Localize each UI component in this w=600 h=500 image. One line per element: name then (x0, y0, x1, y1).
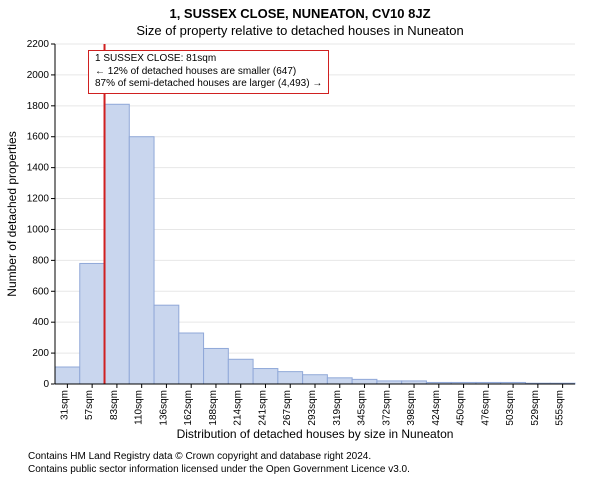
histogram-bar (278, 372, 303, 384)
svg-text:188sqm: 188sqm (208, 390, 219, 426)
histogram-chart: 0 200 400 600 800 1000 1200 1400 1600 1800 2000 220… (0, 38, 600, 448)
page-title: 1, SUSSEX CLOSE, NUNEATON, CV10 8JZ (0, 6, 600, 21)
histogram-bar (179, 333, 204, 384)
svg-text:503sqm: 503sqm (505, 390, 516, 426)
svg-text:398sqm: 398sqm (406, 390, 417, 426)
page-subtitle: Size of property relative to detached ho… (0, 23, 600, 38)
svg-text:600: 600 (32, 286, 49, 297)
svg-text:214sqm: 214sqm (233, 390, 244, 426)
histogram-bar (80, 263, 105, 384)
svg-text:450sqm: 450sqm (456, 390, 467, 426)
annotation-line-2: ← 12% of detached houses are smaller (64… (95, 66, 322, 79)
svg-text:476sqm: 476sqm (480, 390, 491, 426)
histogram-bar (253, 369, 278, 384)
svg-text:57sqm: 57sqm (84, 390, 95, 420)
svg-text:83sqm: 83sqm (109, 390, 120, 420)
svg-text:2200: 2200 (27, 39, 50, 50)
histogram-bar (154, 305, 179, 384)
svg-text:136sqm: 136sqm (158, 390, 169, 426)
svg-text:345sqm: 345sqm (357, 390, 368, 426)
annotation-box: 1 SUSSEX CLOSE: 81sqm ← 12% of detached … (88, 50, 329, 94)
svg-text:31sqm: 31sqm (59, 390, 70, 420)
svg-text:162sqm: 162sqm (183, 390, 194, 426)
annotation-line-3: 87% of semi-detached houses are larger (… (95, 78, 322, 91)
svg-text:1600: 1600 (27, 132, 50, 143)
svg-text:372sqm: 372sqm (381, 390, 392, 426)
histogram-bar (129, 137, 154, 384)
histogram-bar (327, 378, 352, 384)
svg-text:293sqm: 293sqm (307, 390, 318, 426)
footer: Contains HM Land Registry data © Crown c… (0, 448, 600, 476)
x-axis-label: Distribution of detached houses by size … (177, 427, 454, 441)
histogram-bar (204, 348, 229, 384)
y-axis-label: Number of detached properties (5, 131, 19, 296)
svg-text:110sqm: 110sqm (134, 390, 145, 425)
svg-text:319sqm: 319sqm (332, 390, 343, 426)
histogram-bar (352, 379, 377, 384)
footer-line-2: Contains public sector information licen… (28, 463, 600, 476)
svg-text:267sqm: 267sqm (282, 390, 293, 426)
histogram-bar (105, 104, 130, 384)
svg-text:200: 200 (32, 348, 49, 359)
svg-text:0: 0 (43, 379, 49, 390)
svg-text:1400: 1400 (27, 163, 50, 174)
svg-text:800: 800 (32, 255, 49, 266)
svg-text:555sqm: 555sqm (555, 390, 566, 426)
svg-text:1800: 1800 (27, 101, 50, 112)
svg-text:2000: 2000 (27, 70, 50, 81)
histogram-bar (55, 367, 80, 384)
svg-text:1000: 1000 (27, 224, 50, 235)
svg-text:529sqm: 529sqm (530, 390, 541, 426)
histogram-bar (303, 375, 328, 384)
annotation-line-1: 1 SUSSEX CLOSE: 81sqm (95, 53, 322, 66)
chart-area: 0 200 400 600 800 1000 1200 1400 1600 1800 2000 220… (0, 38, 600, 448)
svg-text:424sqm: 424sqm (431, 390, 442, 426)
svg-text:400: 400 (32, 317, 49, 328)
svg-text:241sqm: 241sqm (257, 390, 268, 426)
footer-line-1: Contains HM Land Registry data © Crown c… (28, 450, 600, 463)
histogram-bar (228, 359, 253, 384)
svg-text:1200: 1200 (27, 194, 50, 205)
